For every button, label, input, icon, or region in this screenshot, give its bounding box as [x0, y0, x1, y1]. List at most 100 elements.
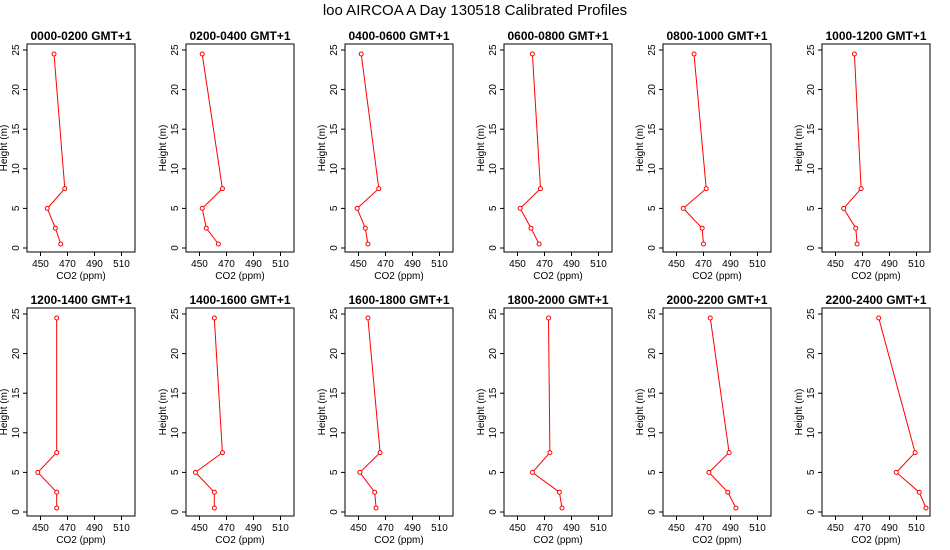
profile-line: [878, 317, 927, 509]
data-point: [199, 51, 205, 57]
x-tick-label: 490: [404, 259, 421, 270]
data-point: [362, 225, 368, 231]
y-tick-label: 0: [488, 509, 499, 515]
y-tick-label: 20: [488, 348, 499, 360]
data-point: [54, 450, 60, 456]
y-tick-label: 15: [488, 387, 499, 399]
x-tick-label: 510: [272, 523, 289, 534]
plot-frame: [185, 43, 295, 253]
x-tick-label: 450: [827, 259, 844, 270]
y-tick-label: 0: [11, 509, 22, 515]
data-point: [725, 489, 731, 495]
y-axis-label: Height (m): [476, 125, 487, 172]
data-point: [853, 225, 859, 231]
y-tick-label: 25: [806, 308, 817, 320]
y-tick-label: 25: [806, 44, 817, 56]
y-tick-label: 10: [11, 427, 22, 439]
x-axis-label: CO2 (ppm): [533, 271, 582, 282]
y-tick-label: 0: [170, 245, 181, 251]
x-tick-label: 450: [509, 523, 526, 534]
x-tick-label: 450: [32, 259, 49, 270]
data-point: [54, 505, 60, 511]
data-point: [192, 469, 198, 475]
y-tick-label: 15: [647, 387, 658, 399]
y-tick-label: 25: [647, 308, 658, 320]
x-tick-label: 510: [908, 523, 925, 534]
y-tick-label: 5: [806, 205, 817, 211]
y-tick-label: 5: [647, 469, 658, 475]
x-tick-label: 490: [881, 259, 898, 270]
data-point: [733, 505, 739, 511]
profile-line: [356, 53, 380, 245]
data-point: [699, 225, 705, 231]
y-tick-label: 10: [11, 163, 22, 175]
x-tick-label: 450: [350, 523, 367, 534]
data-point: [58, 241, 64, 247]
profile-line: [359, 317, 381, 509]
x-tick-label: 490: [563, 259, 580, 270]
plot-frame: [344, 307, 454, 517]
data-point: [52, 225, 58, 231]
data-point: [215, 241, 221, 247]
x-tick-label: 510: [113, 259, 130, 270]
y-tick-label: 10: [329, 427, 340, 439]
y-tick-label: 10: [170, 427, 181, 439]
y-axis-label: Height (m): [794, 389, 805, 436]
y-tick-label: 15: [11, 123, 22, 135]
subplot-title: 1200-1400 GMT+1: [30, 293, 131, 307]
plot-frame: [503, 43, 613, 253]
plot-frame: [821, 43, 931, 253]
data-point: [556, 489, 562, 495]
y-tick-label: 20: [329, 84, 340, 96]
y-tick-label: 0: [488, 245, 499, 251]
x-tick-label: 510: [113, 523, 130, 534]
x-tick-label: 450: [827, 523, 844, 534]
x-tick-label: 450: [191, 259, 208, 270]
data-point: [912, 450, 918, 456]
x-tick-label: 450: [191, 523, 208, 534]
data-point: [703, 186, 709, 192]
y-axis-label: Height (m): [317, 125, 328, 172]
x-axis-label: CO2 (ppm): [851, 535, 900, 546]
y-tick-label: 5: [329, 205, 340, 211]
y-tick-label: 10: [647, 163, 658, 175]
x-axis-label: CO2 (ppm): [374, 535, 423, 546]
data-point: [529, 51, 535, 57]
x-tick-label: 510: [431, 259, 448, 270]
y-tick-label: 10: [170, 163, 181, 175]
x-axis-label: CO2 (ppm): [56, 271, 105, 282]
data-point: [858, 186, 864, 192]
y-tick-label: 25: [170, 44, 181, 56]
y-axis-label: Height (m): [476, 389, 487, 436]
data-point: [354, 205, 360, 211]
y-tick-label: 10: [647, 427, 658, 439]
y-axis-label: Height (m): [635, 125, 646, 172]
y-tick-label: 15: [329, 387, 340, 399]
x-axis-label: CO2 (ppm): [533, 535, 582, 546]
plot-frame: [662, 307, 772, 517]
y-tick-label: 0: [11, 245, 22, 251]
y-tick-label: 20: [806, 348, 817, 360]
profile-line: [842, 53, 862, 245]
data-point: [199, 205, 205, 211]
data-point: [219, 450, 225, 456]
y-tick-label: 15: [806, 123, 817, 135]
profile-line: [519, 53, 542, 245]
y-tick-label: 15: [170, 387, 181, 399]
data-point: [707, 315, 713, 321]
x-tick-label: 450: [32, 523, 49, 534]
y-tick-label: 0: [647, 245, 658, 251]
data-point: [528, 225, 534, 231]
y-tick-label: 25: [329, 44, 340, 56]
subplot-title: 0800-1000 GMT+1: [666, 29, 767, 43]
y-axis-label: Height (m): [317, 389, 328, 436]
x-tick-label: 470: [536, 259, 553, 270]
x-tick-label: 510: [272, 259, 289, 270]
y-tick-label: 25: [647, 44, 658, 56]
y-tick-label: 15: [329, 123, 340, 135]
